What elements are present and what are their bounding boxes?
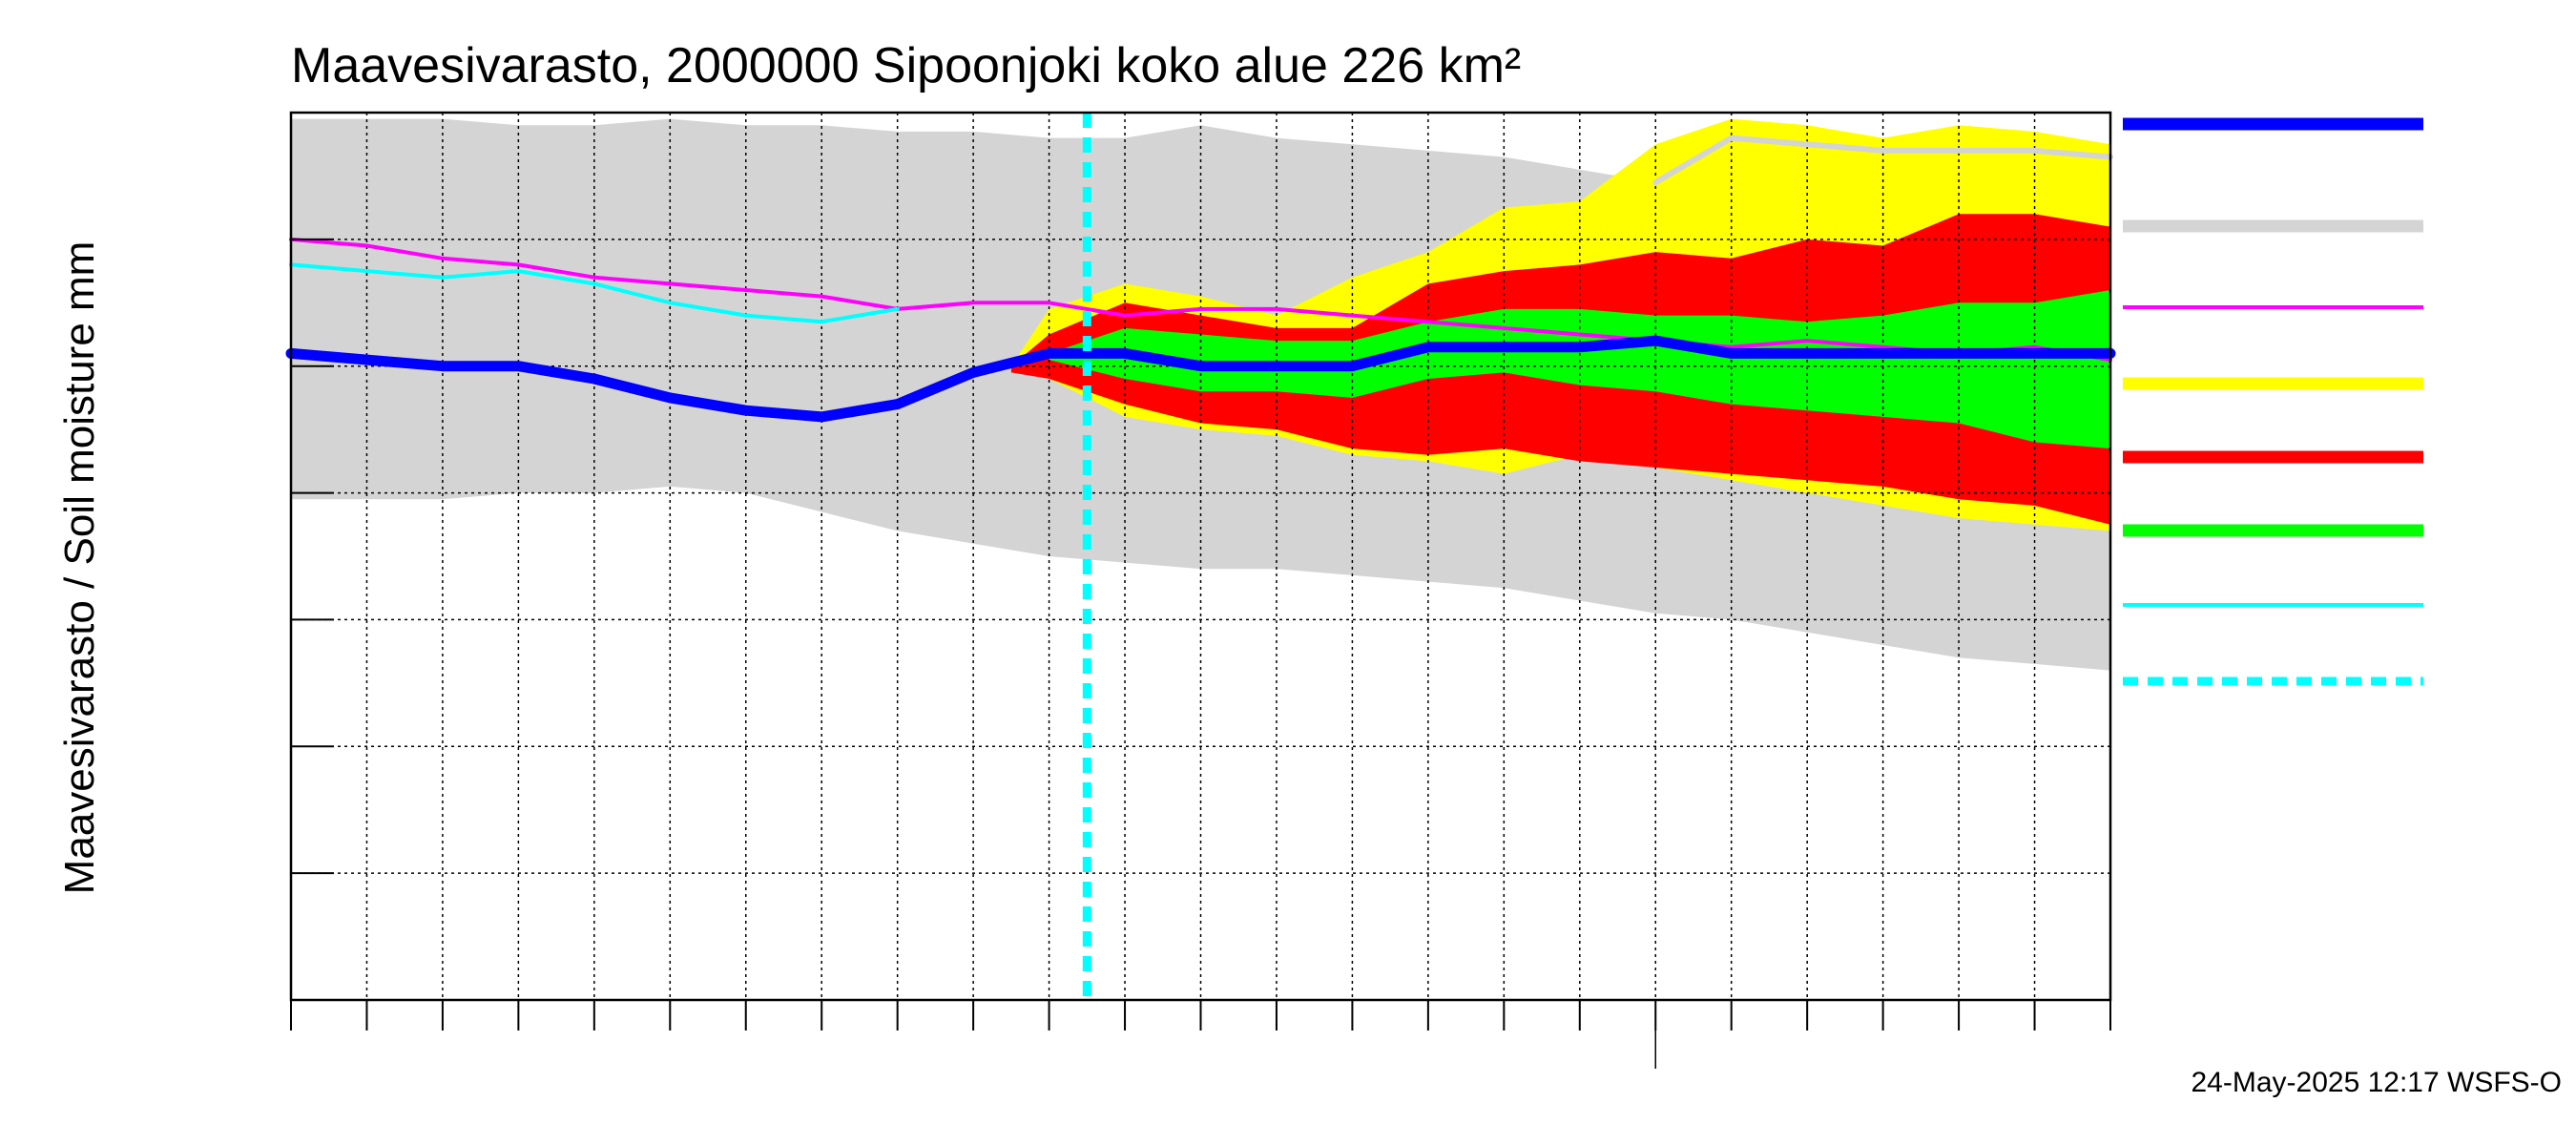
y-axis-label: Maavesivarasto / Soil moisture mm	[56, 241, 103, 895]
y-axis	[291, 112, 334, 1001]
line-upper-scenario-trace	[1652, 135, 2113, 186]
legend	[2123, 117, 2423, 686]
band-25-75-vaihteluv-li	[1049, 290, 2110, 449]
chart-title: Maavesivarasto, 2000000 Sipoonjoki koko …	[291, 38, 1521, 94]
x-axis	[290, 1000, 2111, 1069]
line-simuloitu-historia-ja-keskiennuste	[285, 335, 2116, 423]
line-layer	[285, 113, 2116, 1000]
line-korjaamaton	[289, 262, 900, 324]
line-keskim-r-inen-arvo	[289, 237, 2112, 363]
footer-timestamp: 24-May-2025 12:17 WSFS-O	[2192, 1067, 2563, 1098]
